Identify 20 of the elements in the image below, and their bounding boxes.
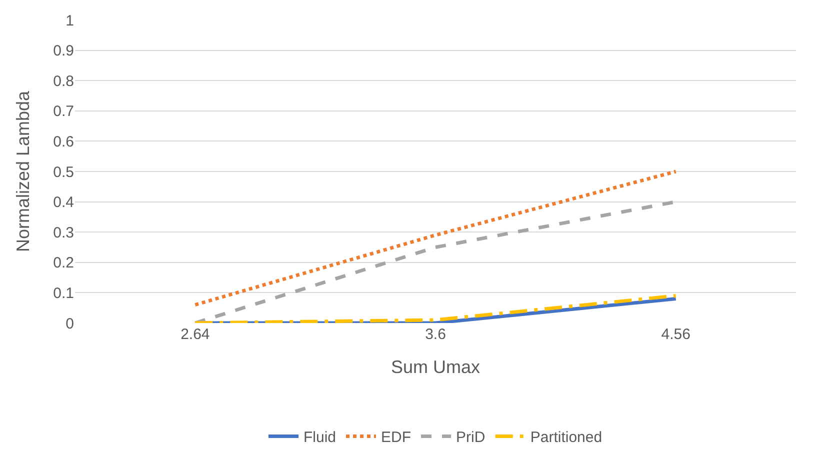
x-tick-label: 4.56 [661,326,690,343]
y-tick-label: 0.3 [53,224,74,242]
y-tick-label: 0.9 [53,42,74,60]
y-tick-label: 0.4 [53,194,74,212]
y-tick-label: 0.2 [53,254,74,272]
y-tick-label: 0.7 [53,103,74,120]
y-tick-label: 0 [66,315,74,332]
legend-label: Partitioned [530,429,602,446]
y-tick-label: 0.8 [53,72,74,90]
legend-label: PriD [456,429,486,446]
legend-label: EDF [381,429,412,446]
y-tick-label: 0.1 [53,284,74,302]
y-tick-label: 0.5 [53,164,74,181]
y-axis-title: Normalized Lambda [13,90,33,252]
y-tick-label: 0.6 [53,133,74,150]
legend-label: Fluid [304,429,336,446]
x-tick-label: 2.64 [180,326,210,343]
x-axis-title: Sum Umax [390,357,480,378]
y-tick-label: 1 [66,12,74,30]
x-tick-label: 3.6 [425,326,446,343]
